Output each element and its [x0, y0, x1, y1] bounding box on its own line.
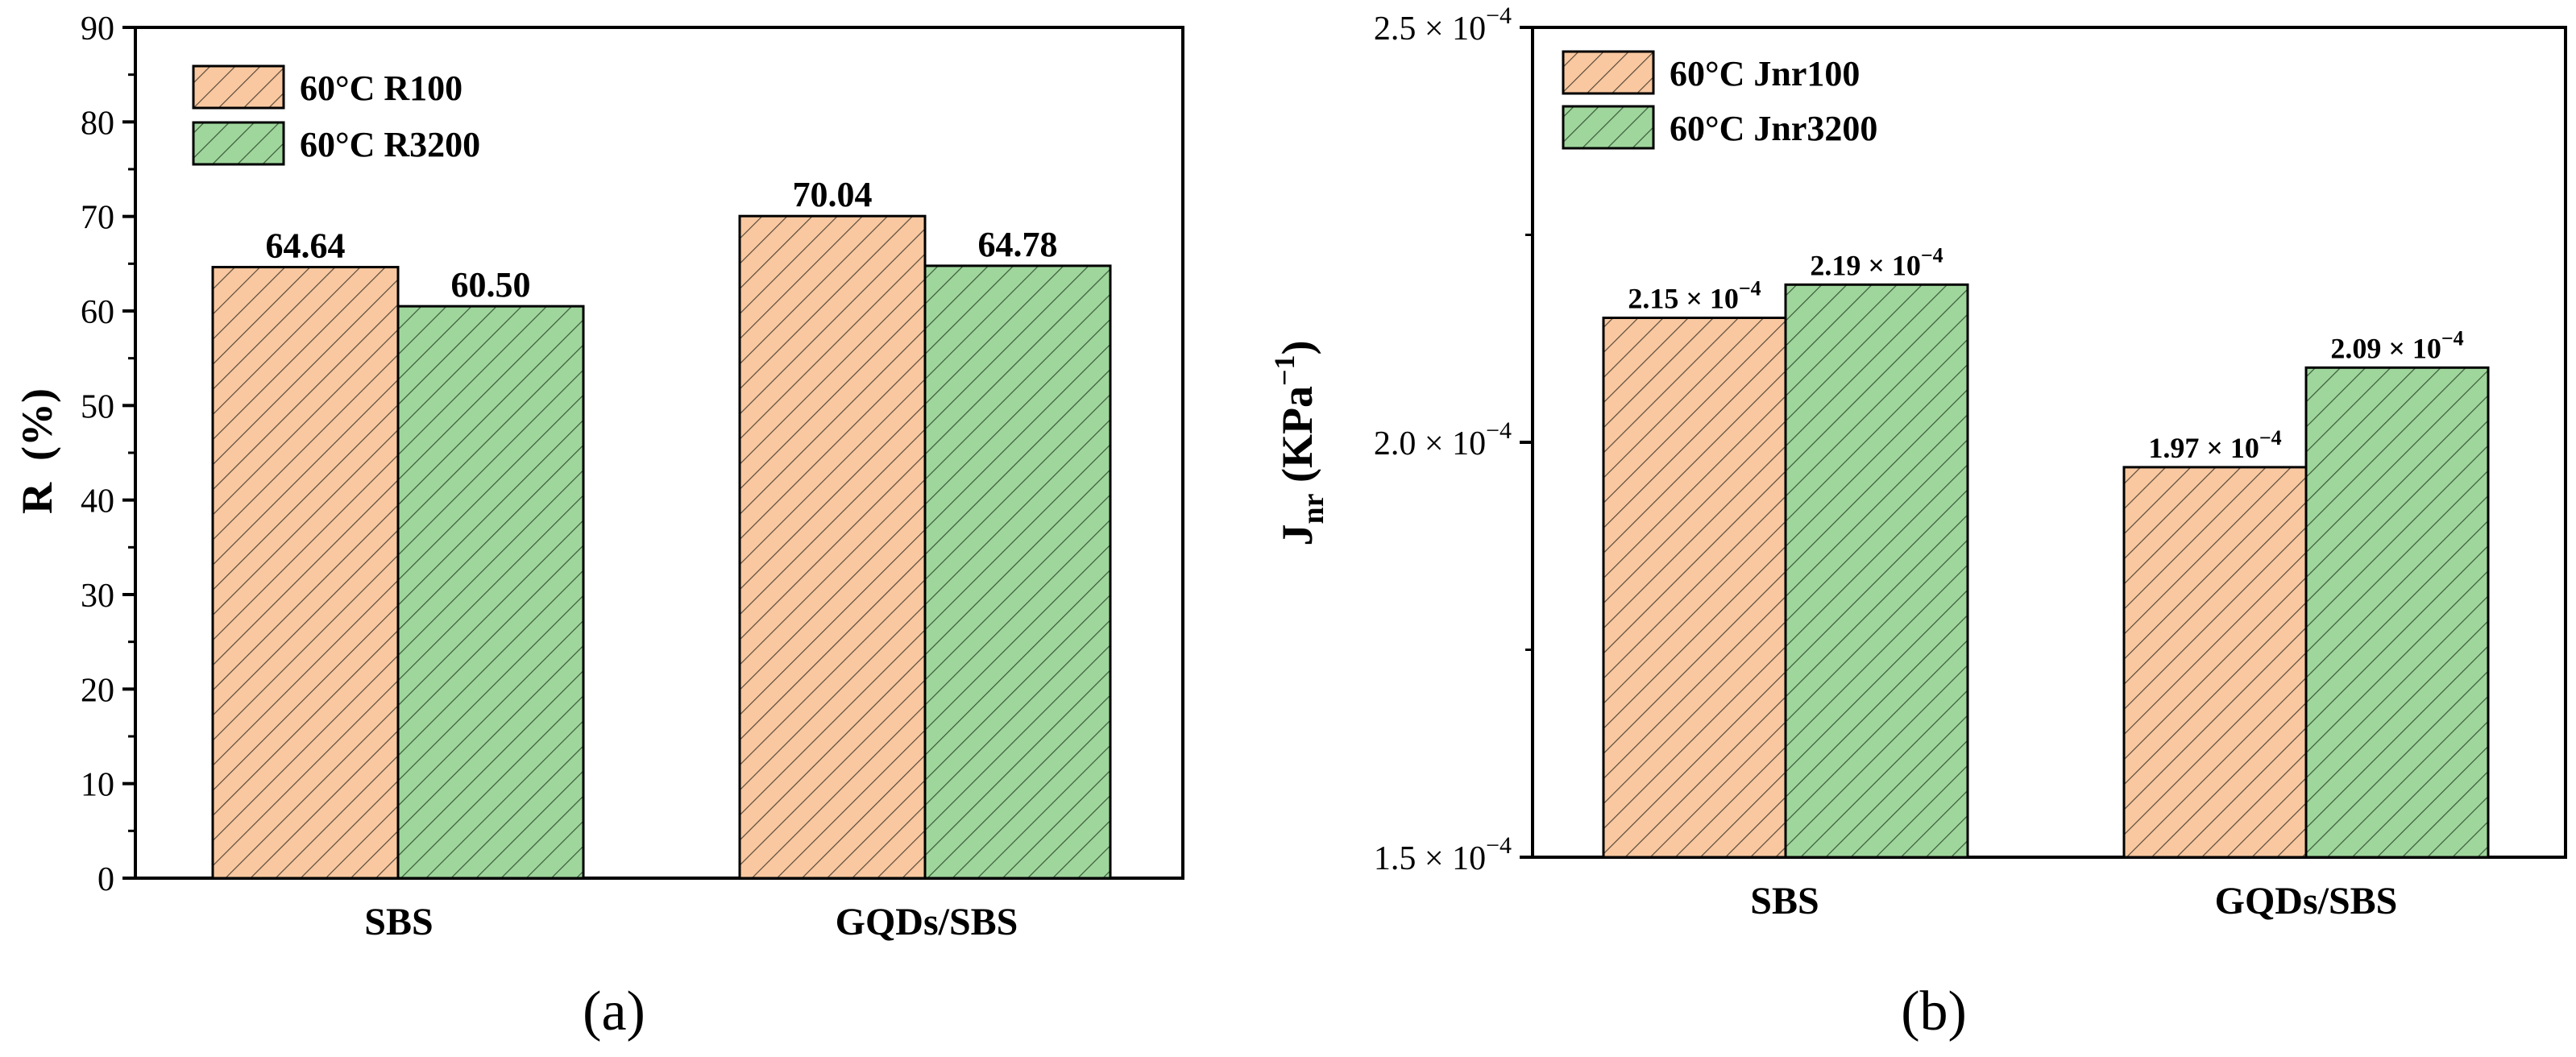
legend-label-r3200: 60°C R3200 — [300, 125, 480, 164]
chart-b-y-axis: 1.5 × 10−4 2.0 × 10−4 2.5 × 10−4 — [1374, 2, 1533, 877]
bar-gqds-sbs-series-1 — [923, 264, 1112, 880]
chart-a-category-label: GQDs/SBS — [836, 901, 1018, 943]
legend-label-jnr100: 60°C Jnr100 — [1670, 54, 1860, 93]
bar-gqds-sbs-series-0 — [738, 214, 927, 880]
chart-b-bars — [1602, 283, 2490, 859]
data-label: 64.64 — [266, 226, 346, 266]
chart-a-data-labels: 64.64 60.50 70.04 64.78 — [266, 175, 1058, 305]
chart-b-legend: 60°C Jnr100 60°C Jnr3200 — [1562, 50, 1877, 150]
chart-a: 0 10 20 30 40 50 60 70 80 90 64.64 60.50 70.04 64.78… — [13, 10, 1184, 1042]
y-tick-label: 20 — [81, 672, 114, 709]
y-tick-label: 10 — [81, 767, 114, 804]
bar-gqds-sbs-series-0 — [2122, 466, 2308, 859]
chart-a-bars — [211, 214, 1112, 880]
data-label: 2.09 × 10−4 — [2330, 326, 2463, 364]
chart-b: 1.5 × 10−4 2.0 × 10−4 2.5 × 10−4 2.15 × 10… — [1268, 2, 2567, 1042]
legend-label-r100: 60°C R100 — [300, 68, 463, 108]
legend-swatch-jnr100 — [1562, 50, 1655, 95]
y-tick-label: 30 — [81, 578, 114, 615]
y-tick-label: 50 — [81, 388, 114, 425]
ylabel-sub: nr — [1296, 493, 1330, 524]
bar-sbs-series-0 — [1602, 317, 1787, 859]
data-label: 2.19 × 10−4 — [1810, 243, 1943, 281]
ylabel-unit: (KPa — [1273, 386, 1321, 483]
chart-b-category-label: SBS — [1750, 880, 1819, 922]
ylabel-unit-sup: −1 — [1268, 354, 1300, 386]
y-tick-label: 70 — [81, 200, 114, 237]
y-tick-label: 80 — [81, 105, 114, 142]
y-tick-label: 2.5 × 10−4 — [1374, 2, 1512, 48]
data-label: 1.97 × 10−4 — [2148, 426, 2281, 464]
legend-swatch-r3200 — [192, 121, 285, 166]
legend-label-jnr3200: 60°C Jnr3200 — [1670, 109, 1877, 148]
legend-swatch-jnr3200 — [1562, 105, 1655, 150]
chart-b-y-axis-title: Jnr (KPa−1) — [1268, 341, 1330, 546]
y-tick-label: 1.5 × 10−4 — [1374, 832, 1512, 877]
chart-a-y-axis: 0 10 20 30 40 50 60 70 80 90 — [81, 10, 135, 898]
data-label: 64.78 — [978, 225, 1058, 264]
ylabel-j: J — [1273, 524, 1321, 545]
y-tick-label: 2.0 × 10−4 — [1374, 417, 1512, 462]
chart-a-legend: 60°C R100 60°C R3200 — [192, 64, 480, 166]
data-label: 60.50 — [451, 265, 531, 305]
y-tick-label: 90 — [81, 10, 114, 48]
legend-swatch-r100 — [192, 64, 285, 110]
chart-a-category-label: SBS — [364, 901, 433, 943]
bar-sbs-series-1 — [396, 305, 585, 880]
y-tick-label: 0 — [97, 861, 114, 898]
bar-gqds-sbs-series-1 — [2304, 366, 2490, 859]
y-tick-label: 60 — [81, 294, 114, 331]
ylabel-close: ) — [1273, 341, 1321, 355]
bar-sbs-series-0 — [211, 266, 400, 880]
chart-a-y-axis-title: R (%) — [13, 388, 61, 514]
y-tick-label: 40 — [81, 483, 114, 520]
data-label: 2.15 × 10−4 — [1628, 277, 1761, 315]
panel-label-b: (b) — [1901, 980, 1967, 1042]
panel-label-a: (a) — [583, 980, 645, 1042]
chart-b-category-label: GQDs/SBS — [2215, 880, 2398, 922]
bar-sbs-series-1 — [1784, 283, 1969, 859]
data-label: 70.04 — [793, 175, 873, 214]
